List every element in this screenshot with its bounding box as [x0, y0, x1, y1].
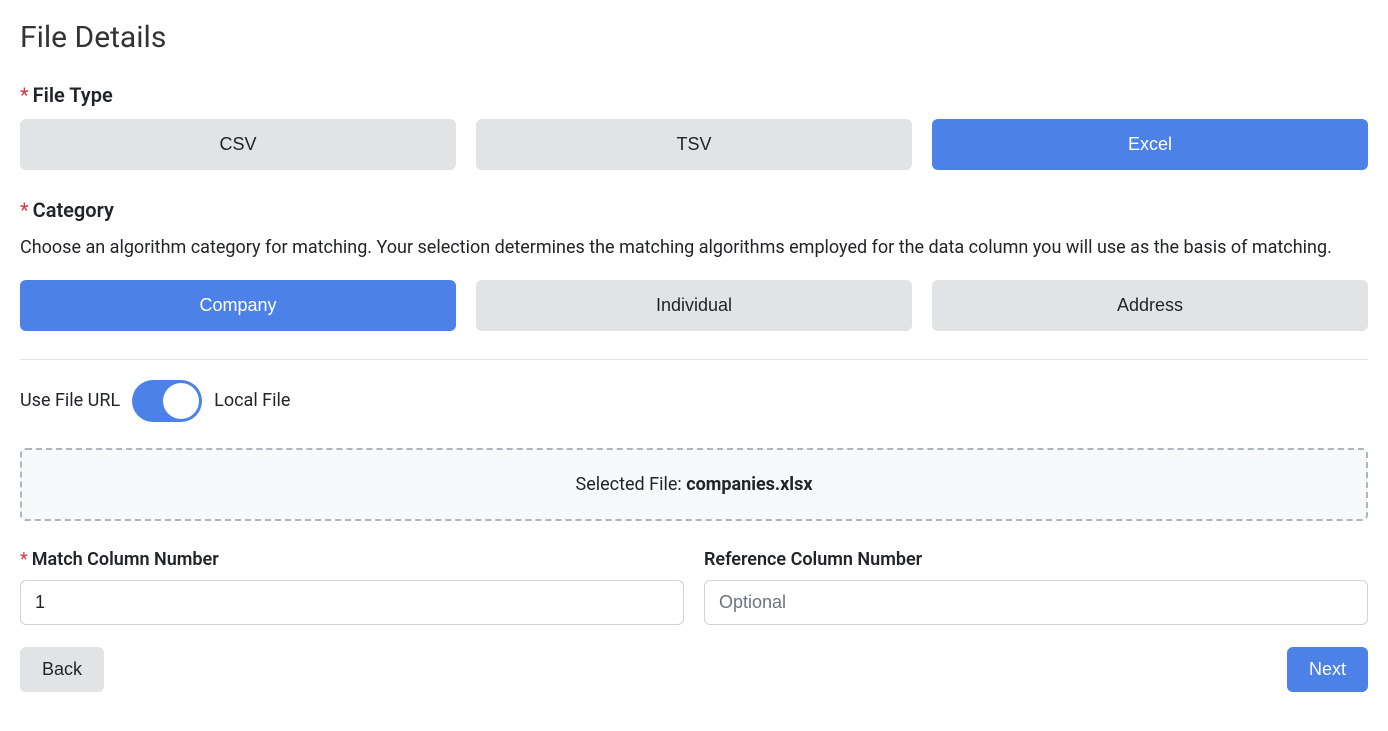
column-input-row: *Match Column Number Reference Column Nu… [20, 549, 1368, 625]
match-column-label: *Match Column Number [20, 549, 684, 570]
selected-file-name: companies.xlsx [686, 474, 812, 495]
file-type-group: CSV TSV Excel [20, 119, 1368, 170]
file-type-tsv-button[interactable]: TSV [476, 119, 912, 170]
file-type-excel-button[interactable]: Excel [932, 119, 1368, 170]
reference-column-input[interactable] [704, 580, 1368, 625]
back-button[interactable]: Back [20, 647, 104, 692]
use-file-url-label: Use File URL [20, 390, 120, 411]
category-individual-button[interactable]: Individual [476, 280, 912, 331]
category-description: Choose an algorithm category for matchin… [20, 234, 1368, 262]
reference-column-group: Reference Column Number [704, 549, 1368, 625]
selected-file-label: Selected File: companies.xlsx [576, 474, 813, 495]
nav-row: Back Next [20, 647, 1368, 692]
required-asterisk: * [20, 83, 29, 107]
required-asterisk: * [20, 549, 28, 570]
divider [20, 359, 1368, 360]
file-source-toggle[interactable] [132, 380, 202, 422]
file-type-csv-button[interactable]: CSV [20, 119, 456, 170]
file-source-row: Use File URL Local File [20, 380, 1368, 422]
local-file-label: Local File [214, 390, 290, 411]
category-address-button[interactable]: Address [932, 280, 1368, 331]
category-group: Company Individual Address [20, 280, 1368, 331]
next-button[interactable]: Next [1287, 647, 1368, 692]
required-asterisk: * [20, 198, 29, 222]
page-title: File Details [20, 20, 1368, 55]
toggle-knob [163, 383, 199, 419]
match-column-label-text: Match Column Number [32, 549, 219, 570]
file-drop-zone[interactable]: Selected File: companies.xlsx [20, 448, 1368, 521]
category-company-button[interactable]: Company [20, 280, 456, 331]
match-column-input[interactable] [20, 580, 684, 625]
file-type-label: *File Type [20, 83, 1368, 107]
match-column-group: *Match Column Number [20, 549, 684, 625]
category-label-text: Category [33, 198, 114, 222]
selected-file-prefix: Selected File: [576, 474, 687, 495]
category-label: *Category [20, 198, 1368, 222]
reference-column-label: Reference Column Number [704, 549, 1368, 570]
file-type-label-text: File Type [33, 83, 113, 107]
